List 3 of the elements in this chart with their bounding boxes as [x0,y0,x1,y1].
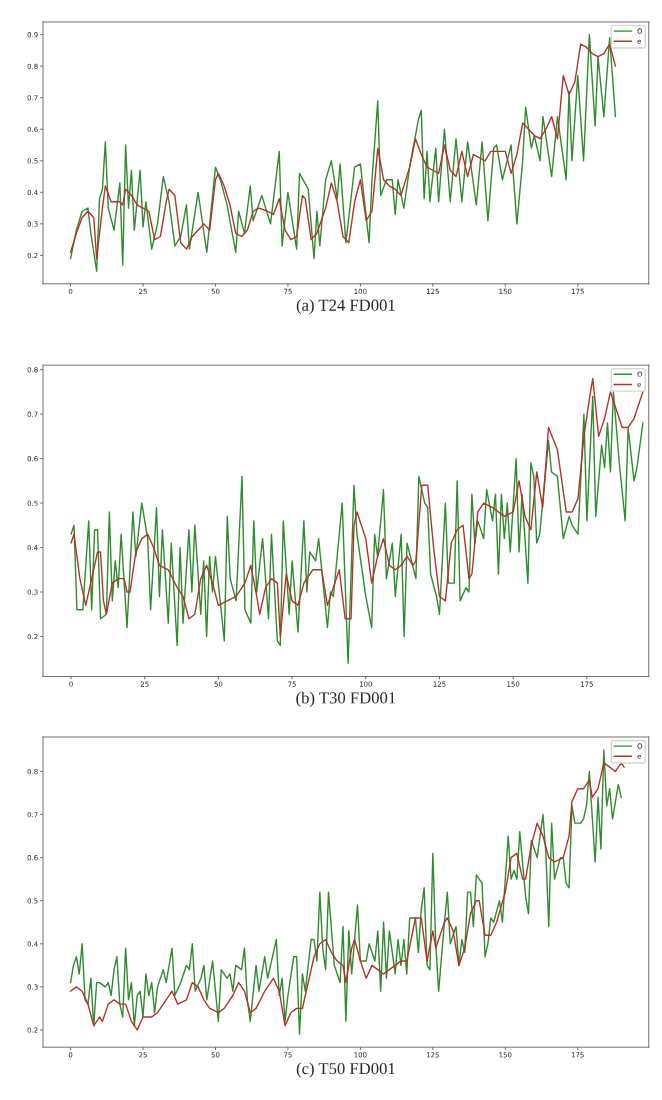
text: (b) T30 FD001 [296,691,396,707]
text: (a) T24 FD001 [296,299,395,315]
text: (c) T50 FD001 [296,1062,395,1078]
